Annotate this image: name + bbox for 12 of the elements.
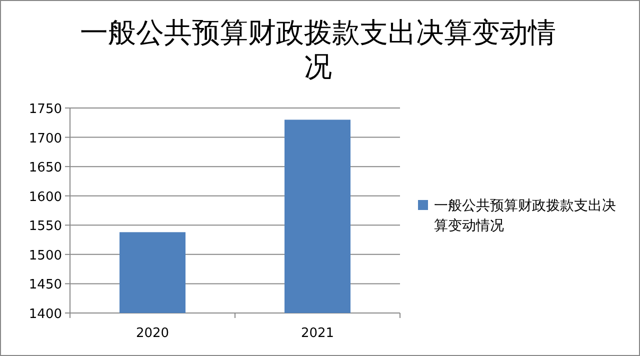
y-tick-label: 1500 — [28, 248, 62, 264]
y-tick-label: 1600 — [28, 190, 62, 205]
y-tick-label: 1400 — [28, 307, 62, 322]
chart-title: 一般公共预算财政拨款支出决算变动情况 — [80, 16, 556, 83]
y-tick-label: 1550 — [28, 219, 62, 234]
y-tick-label: 1650 — [28, 160, 62, 176]
x-tick-label: 2021 — [300, 326, 334, 341]
y-tick-label: 1700 — [28, 131, 62, 146]
x-tick-label: 2020 — [136, 326, 170, 341]
legend-label: 一般公共预算财政拨款支出决算变动情况 — [434, 198, 616, 234]
y-tick-label: 1450 — [28, 278, 62, 293]
y-tick-label: 1750 — [28, 102, 62, 117]
